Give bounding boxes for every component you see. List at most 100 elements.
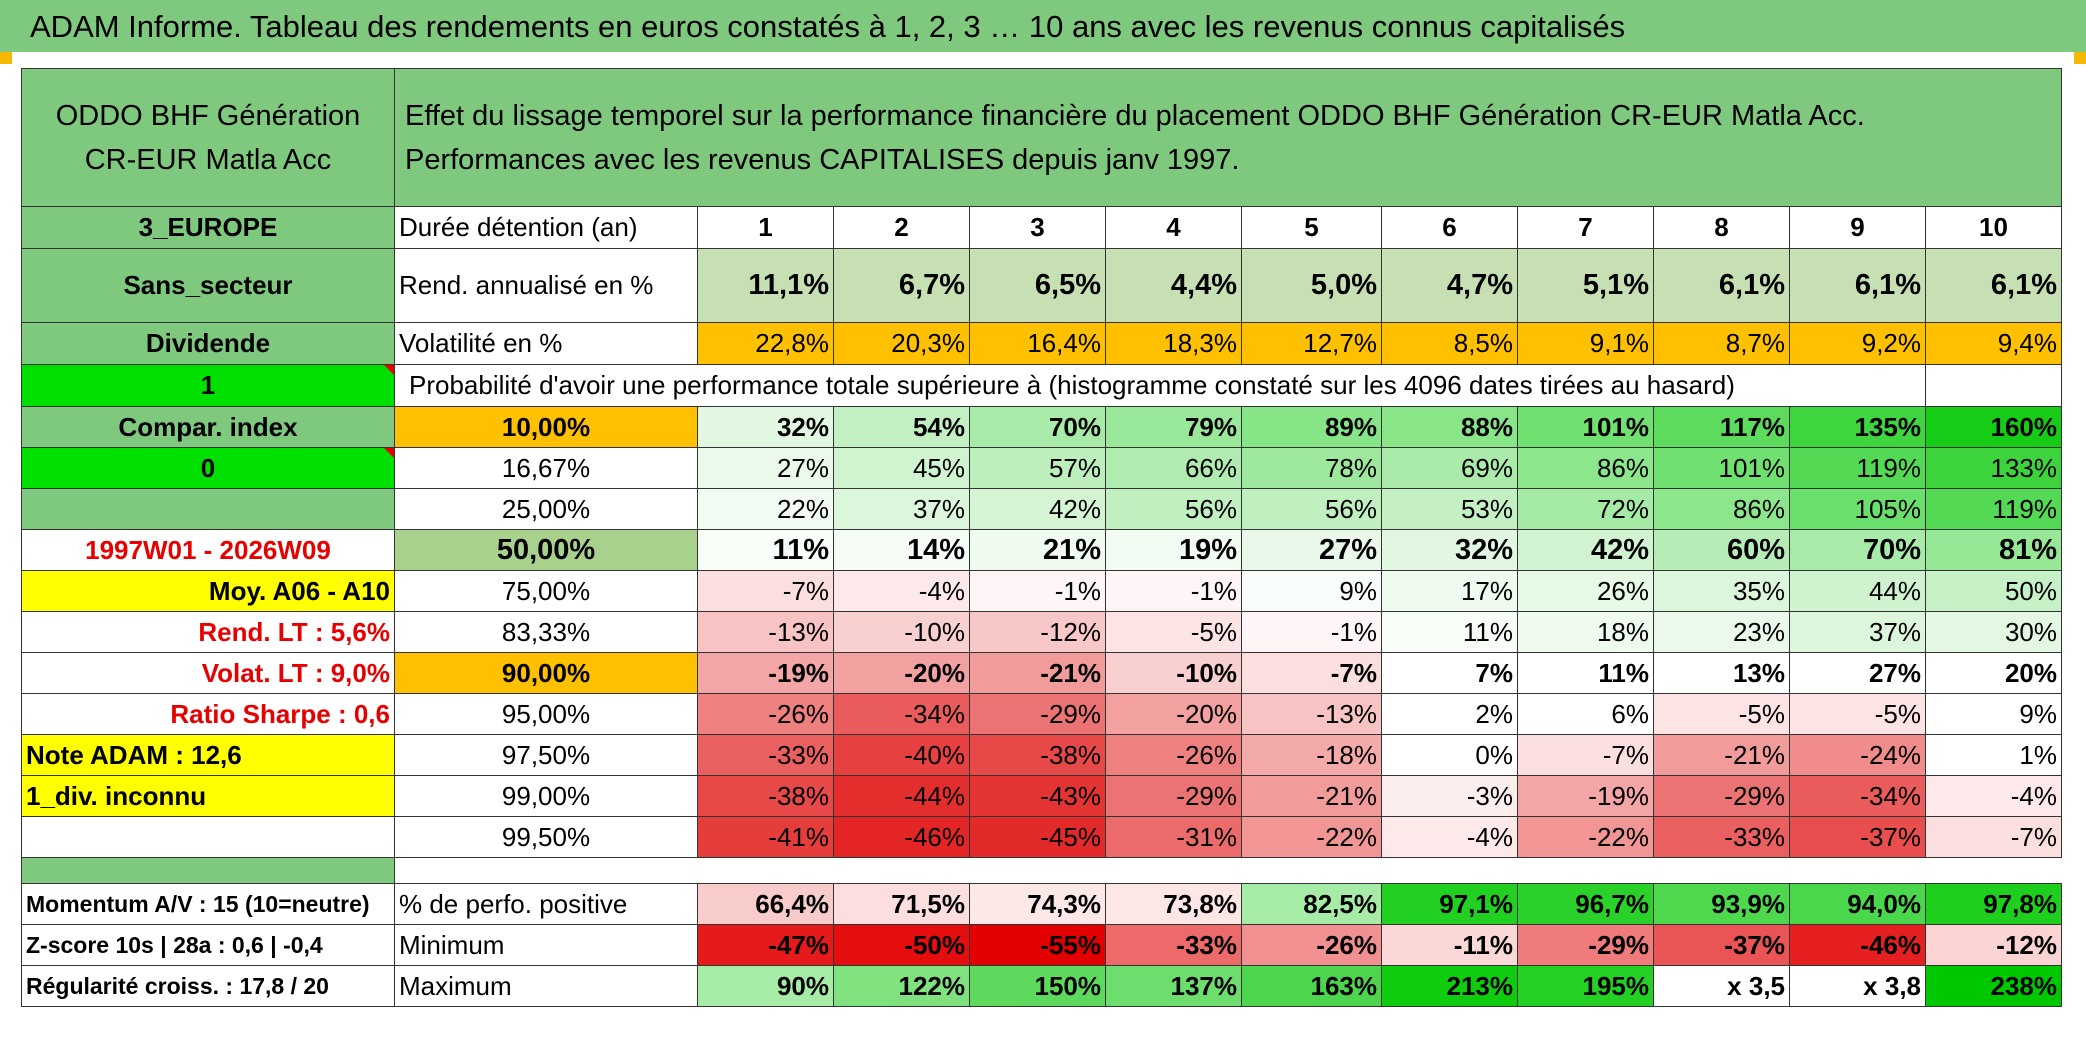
prob-cell: -1% — [1241, 611, 1382, 653]
prob-cell: 56% — [1241, 488, 1382, 530]
prob-cell: -43% — [969, 775, 1106, 817]
prob-cell: 7% — [1381, 652, 1518, 694]
prob-cell: -34% — [1789, 775, 1926, 817]
prob-cell: -7% — [1925, 816, 2062, 858]
threshold-label-5: 75,00% — [394, 570, 698, 612]
rend-value-9: 6,1% — [1789, 248, 1926, 323]
stat-cell: 195% — [1517, 965, 1654, 1007]
prob-cell: 101% — [1517, 406, 1654, 448]
threshold-label-4: 50,00% — [394, 529, 698, 571]
prob-cell: 60% — [1653, 529, 1790, 571]
prob-cell: 101% — [1653, 447, 1790, 489]
rend-value-2: 6,7% — [833, 248, 970, 323]
prob-cell: 81% — [1925, 529, 2062, 571]
volat-value-9: 9,2% — [1789, 322, 1926, 365]
stat-cell: 122% — [833, 965, 970, 1007]
momentum-cell: Momentum A/V : 15 (10=neutre) — [21, 883, 395, 925]
prob-cell: 42% — [969, 488, 1106, 530]
prob-cell: 69% — [1381, 447, 1518, 489]
prob-cell: 50% — [1925, 570, 2062, 612]
prob-cell: 9% — [1925, 693, 2062, 735]
spacer-green — [21, 857, 395, 884]
stat-cell: 97,8% — [1925, 883, 2062, 925]
performance-table: ODDO BHF Génération CR-EUR Matla Acc Eff… — [21, 68, 2062, 1007]
prob-cell: -4% — [1925, 775, 2062, 817]
prob-cell: 70% — [969, 406, 1106, 448]
proba-title: Probabilité d'avoir une performance tota… — [394, 364, 1926, 407]
prob-cell: 23% — [1653, 611, 1790, 653]
stat-cell: -11% — [1381, 924, 1518, 966]
stat-cell: 94,0% — [1789, 883, 1926, 925]
prob-cell: 22% — [697, 488, 834, 530]
rend-value-1: 11,1% — [697, 248, 834, 323]
volat-value-4: 18,3% — [1105, 322, 1242, 365]
prob-cell: -7% — [1241, 652, 1382, 694]
prob-cell: -3% — [1381, 775, 1518, 817]
period-cell: 1997W01 - 2026W09 — [21, 529, 395, 571]
prob-cell: -45% — [969, 816, 1106, 858]
stat-cell: -26% — [1241, 924, 1382, 966]
prob-cell: 21% — [969, 529, 1106, 571]
stat-cell: 163% — [1241, 965, 1382, 1007]
prob-cell: 45% — [833, 447, 970, 489]
prob-cell: 105% — [1789, 488, 1926, 530]
note-adam-cell: Note ADAM : 12,6 — [21, 734, 395, 776]
duration-year-9: 9 — [1789, 206, 1926, 249]
prob-cell: 35% — [1653, 570, 1790, 612]
stat-cell: -12% — [1925, 924, 2062, 966]
stat-cell: x 3,8 — [1789, 965, 1926, 1007]
prob-cell: 6% — [1517, 693, 1654, 735]
prob-cell: -34% — [833, 693, 970, 735]
duration-year-5: 5 — [1241, 206, 1382, 249]
duration-year-8: 8 — [1653, 206, 1790, 249]
div-inconnu-cell: 1_div. inconnu — [21, 775, 395, 817]
prob-cell: -5% — [1653, 693, 1790, 735]
prob-cell: 70% — [1789, 529, 1926, 571]
report-title: ADAM Informe. Tableau des rendements en … — [0, 0, 2086, 52]
prob-cell: 27% — [1241, 529, 1382, 571]
stat-label-3: Maximum — [394, 965, 698, 1007]
prob-cell: -7% — [697, 570, 834, 612]
prob-cell: -10% — [833, 611, 970, 653]
prob-cell: 133% — [1925, 447, 2062, 489]
prob-cell: 89% — [1241, 406, 1382, 448]
rend-value-7: 5,1% — [1517, 248, 1654, 323]
prob-cell: 20% — [1925, 652, 2062, 694]
prob-cell: 26% — [1517, 570, 1654, 612]
stat-cell: -33% — [1105, 924, 1242, 966]
stat-cell: -29% — [1517, 924, 1654, 966]
prob-cell: -13% — [1241, 693, 1382, 735]
compar-index-cell: Compar. index — [21, 406, 395, 448]
prob-cell: 66% — [1105, 447, 1242, 489]
prob-cell: -24% — [1789, 734, 1926, 776]
prob-cell: -22% — [1241, 816, 1382, 858]
prob-cell: -19% — [1517, 775, 1654, 817]
prob-cell: -20% — [833, 652, 970, 694]
prob-cell: -38% — [969, 734, 1106, 776]
rend-label: Rend. annualisé en % — [394, 248, 698, 323]
volat-label: Volatilité en % — [394, 322, 698, 365]
corner-marker-left — [0, 52, 12, 64]
prob-cell: 0% — [1381, 734, 1518, 776]
prob-cell: -40% — [833, 734, 970, 776]
stat-cell: 66,4% — [697, 883, 834, 925]
duration-year-6: 6 — [1381, 206, 1518, 249]
stat-cell: 96,7% — [1517, 883, 1654, 925]
toggle-one-cell[interactable]: 1 — [21, 364, 395, 407]
prob-cell: -31% — [1105, 816, 1242, 858]
prob-cell: 57% — [969, 447, 1106, 489]
volat-lt-cell: Volat. LT : 9,0% — [21, 652, 395, 694]
stat-cell: -50% — [833, 924, 970, 966]
toggle-zero-cell[interactable]: 0 — [21, 447, 395, 489]
prob-cell: -19% — [697, 652, 834, 694]
duration-year-7: 7 — [1517, 206, 1654, 249]
stat-label-2: Minimum — [394, 924, 698, 966]
prob-cell: -1% — [1105, 570, 1242, 612]
rend-lt-cell: Rend. LT : 5,6% — [21, 611, 395, 653]
rend-value-4: 4,4% — [1105, 248, 1242, 323]
prob-cell: 160% — [1925, 406, 2062, 448]
threshold-label-10: 99,00% — [394, 775, 698, 817]
sector-cell: Sans_secteur — [21, 248, 395, 323]
duration-year-3: 3 — [969, 206, 1106, 249]
prob-cell: -26% — [1105, 734, 1242, 776]
